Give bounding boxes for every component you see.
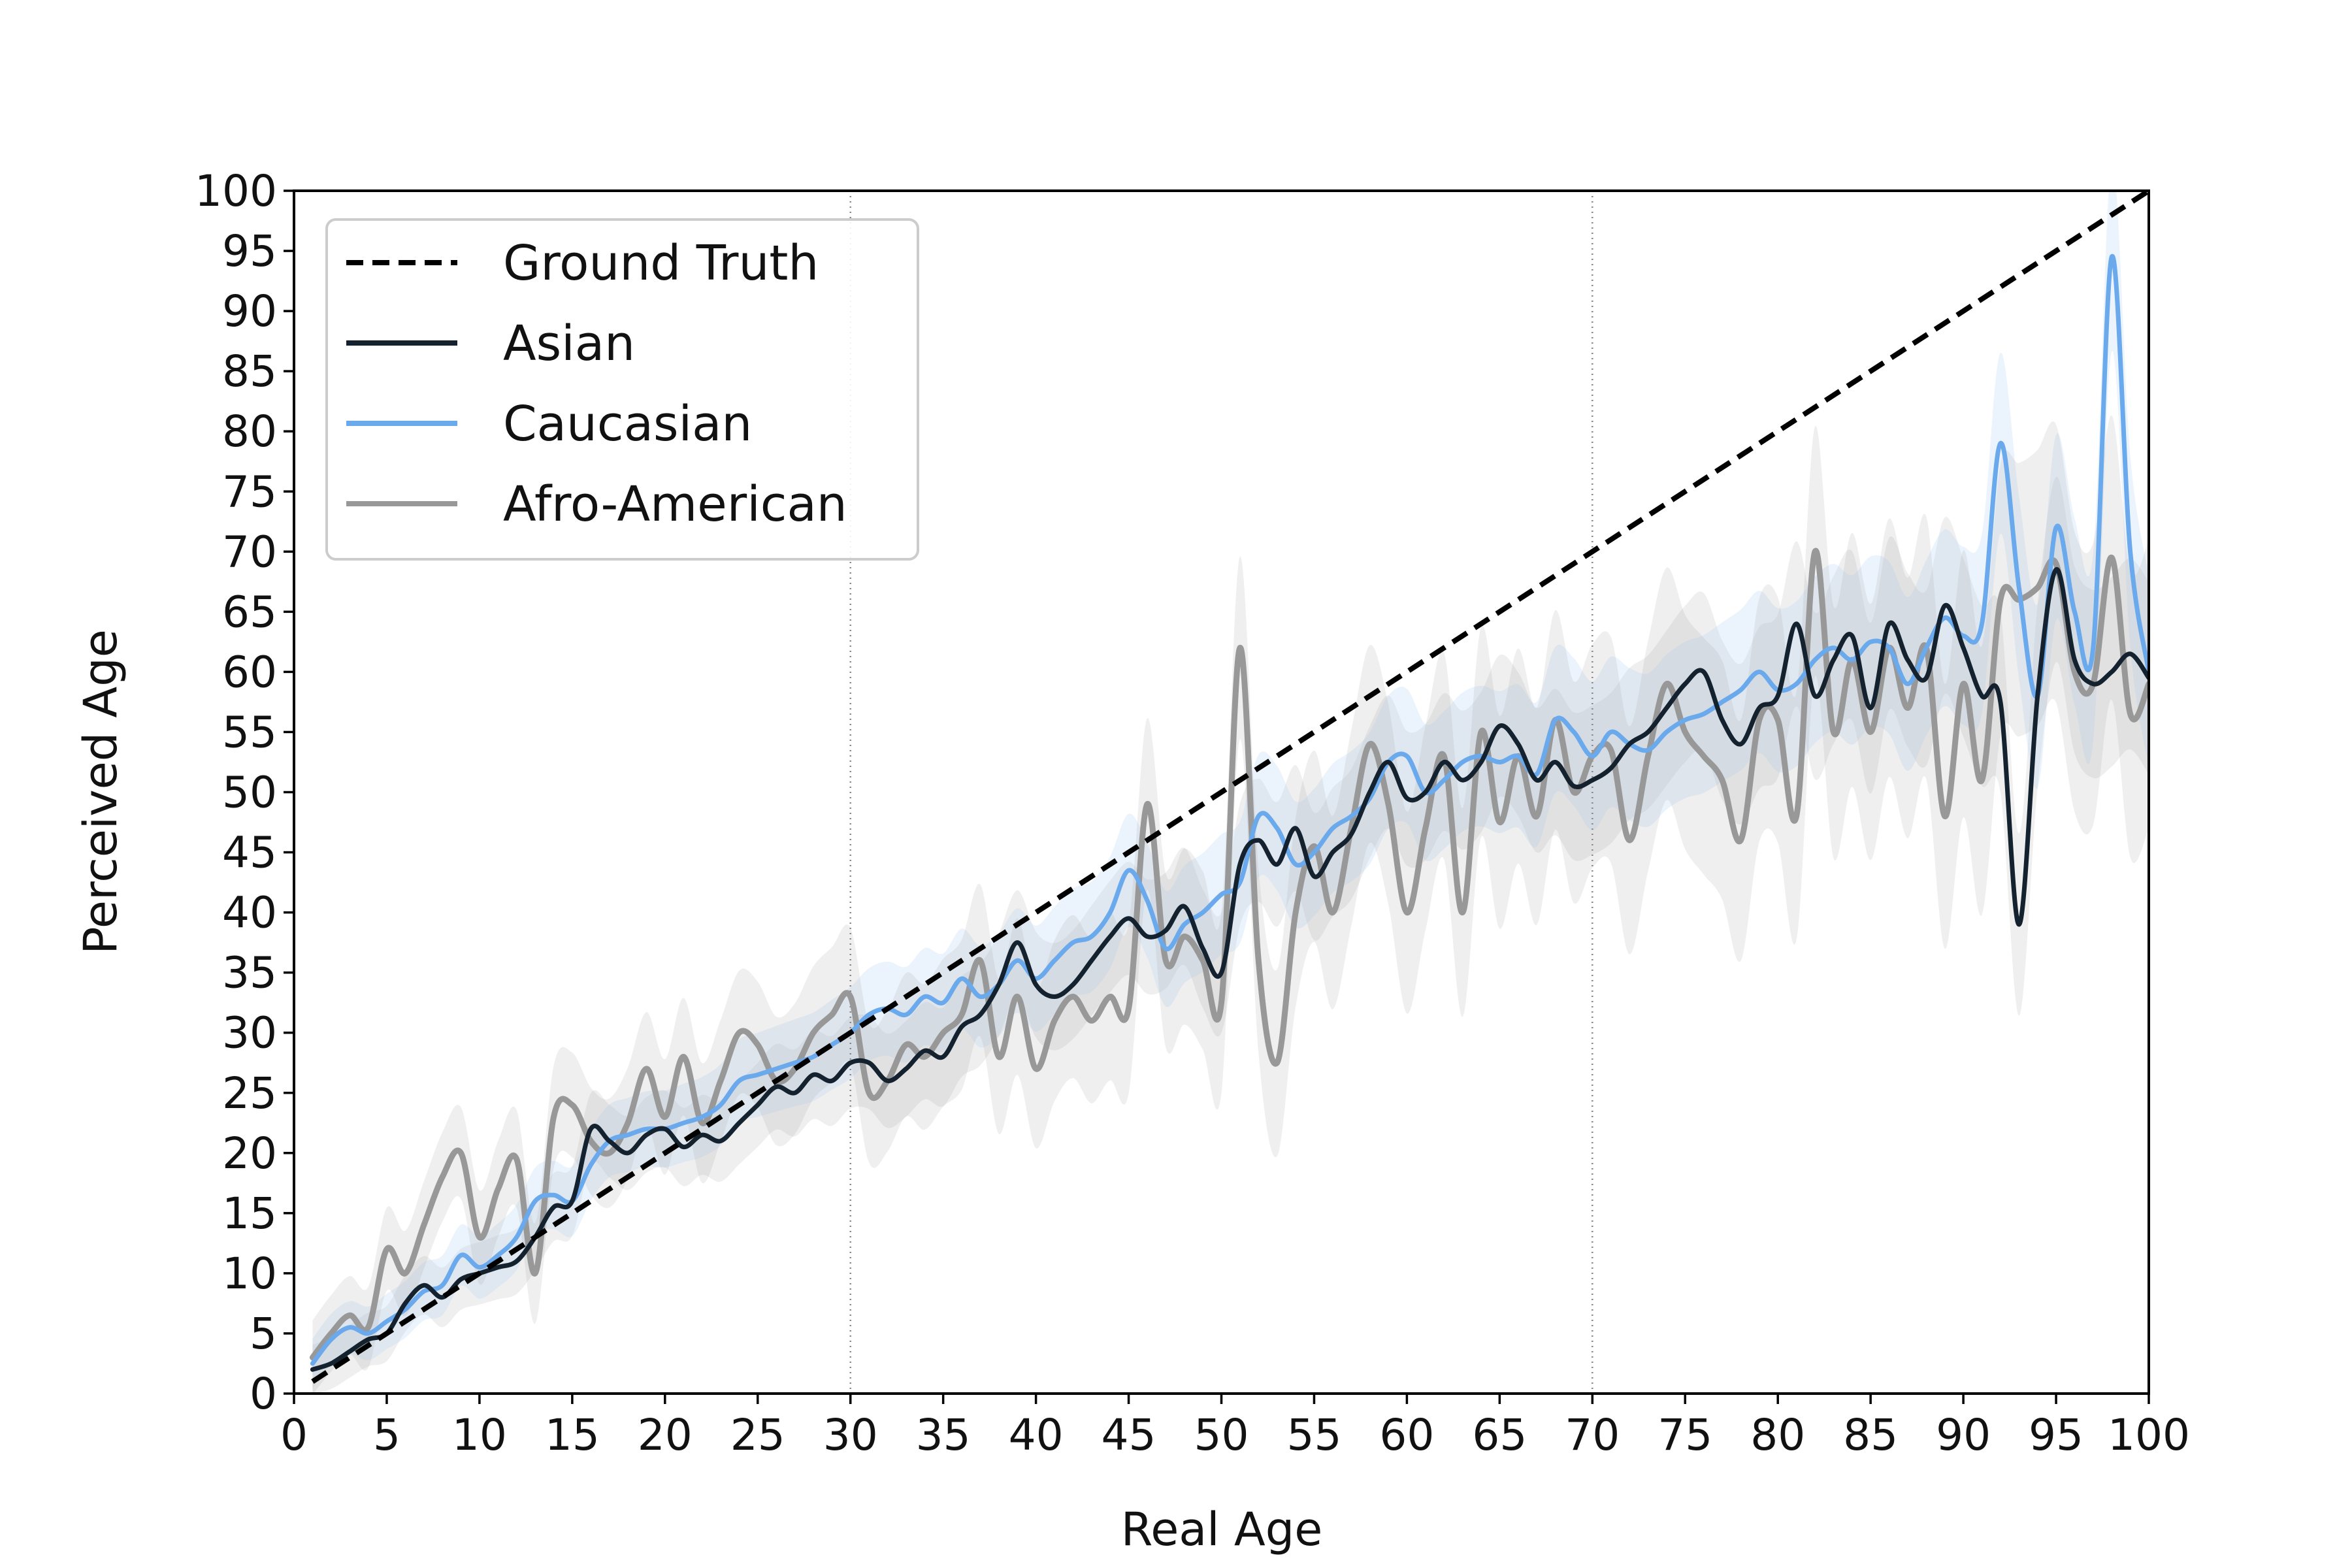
y-tick-label: 0 [250, 1369, 277, 1419]
x-tick-label: 45 [1102, 1410, 1156, 1460]
x-tick-label: 5 [373, 1410, 400, 1460]
x-tick-label: 80 [1750, 1410, 1805, 1460]
legend-label-afro-american: Afro-American [503, 476, 847, 532]
band-afro-american [312, 415, 2149, 1394]
legend-label-ground-truth: Ground Truth [503, 235, 819, 291]
x-tick-label: 60 [1379, 1410, 1434, 1460]
x-tick-label: 0 [280, 1410, 308, 1460]
x-axis-ticks: 0 5 10 15 20 25 30 35 40 45 50 55 60 65 70 75 80 85 90 95 10… [280, 1394, 2190, 1460]
y-tick-label: 10 [222, 1249, 277, 1299]
x-tick-label: 85 [1843, 1410, 1898, 1460]
y-axis-title: Perceived Age [74, 629, 127, 955]
x-tick-label: 15 [545, 1410, 600, 1460]
series-line-caucasian [310, 253, 2149, 1366]
y-tick-label: 50 [222, 768, 277, 818]
x-tick-label: 75 [1658, 1410, 1712, 1460]
y-tick-label: 100 [195, 166, 277, 216]
y-tick-label: 65 [222, 587, 277, 637]
x-tick-label: 70 [1565, 1410, 1620, 1460]
y-tick-label: 80 [222, 406, 277, 457]
x-tick-label: 40 [1009, 1410, 1064, 1460]
x-axis-title: Real Age [1121, 1503, 1323, 1556]
x-tick-label: 35 [916, 1410, 971, 1460]
y-tick-label: 85 [222, 346, 277, 397]
y-tick-label: 75 [222, 466, 277, 517]
y-tick-label: 15 [222, 1188, 277, 1239]
legend-label-asian: Asian [503, 316, 635, 372]
y-tick-label: 45 [222, 828, 277, 878]
x-tick-label: 55 [1286, 1410, 1341, 1460]
y-tick-label: 30 [222, 1008, 277, 1058]
series-line-afro-american [309, 547, 2149, 1361]
x-tick-label: 25 [730, 1410, 785, 1460]
y-tick-label: 35 [222, 948, 277, 998]
x-tick-label: 65 [1472, 1410, 1527, 1460]
legend-label-caucasian: Caucasian [503, 396, 752, 452]
x-tick-label: 50 [1194, 1410, 1249, 1460]
y-tick-label: 95 [222, 226, 277, 276]
legend: Ground Truth Asian Caucasian Afro-American [325, 218, 919, 561]
y-tick-label: 55 [222, 707, 277, 757]
x-tick-label: 100 [2108, 1410, 2190, 1460]
y-tick-label: 20 [222, 1128, 277, 1179]
reference-lines [849, 191, 1593, 1394]
x-tick-label: 95 [2029, 1410, 2083, 1460]
y-tick-label: 70 [222, 527, 277, 577]
x-tick-label: 30 [823, 1410, 878, 1460]
series-lines [309, 191, 2149, 1384]
x-tick-label: 20 [638, 1410, 693, 1460]
y-tick-label: 90 [222, 286, 277, 336]
legend-box [325, 218, 919, 561]
series-line-asian [310, 567, 2149, 1372]
y-tick-label: 60 [222, 647, 277, 697]
y-axis-ticks: 0 5 10 15 20 25 30 35 40 45 50 55 60 65 70 75 80 85 90 95 10… [195, 166, 294, 1419]
y-tick-label: 5 [250, 1309, 277, 1359]
x-tick-label: 10 [452, 1410, 507, 1460]
y-tick-label: 25 [222, 1068, 277, 1119]
y-tick-label: 40 [222, 888, 277, 938]
x-tick-label: 90 [1936, 1410, 1991, 1460]
